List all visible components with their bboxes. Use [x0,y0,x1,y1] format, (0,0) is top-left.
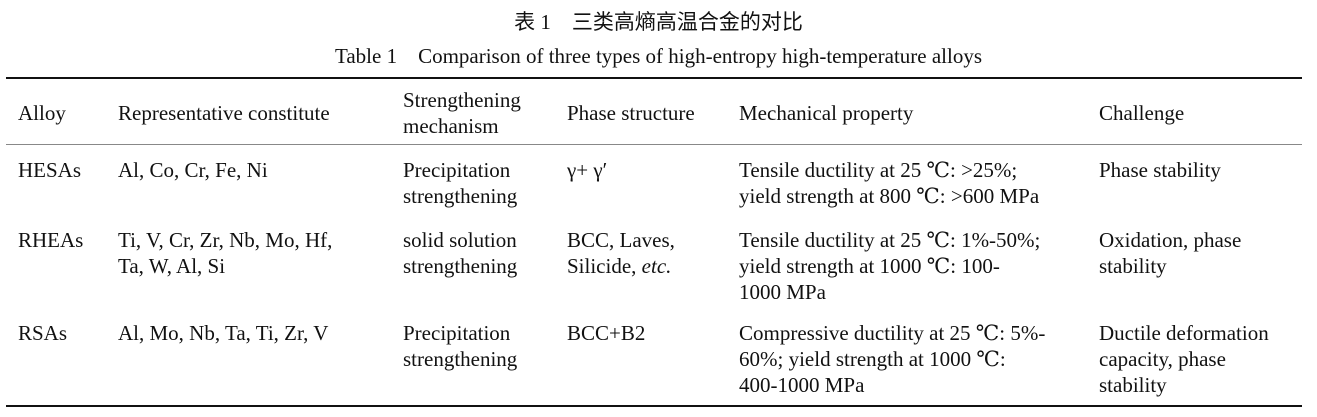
cell-line: Al, Co, Cr, Fe, Ni [118,158,268,182]
cell-line: Phase stability [1099,158,1221,182]
cell-line: Precipitation [403,321,511,345]
cell-challenge: Oxidation, phase stability [1099,227,1241,279]
cell-line: BCC, Laves, [567,228,675,252]
cell-line: strengthening [403,254,518,278]
cell-strengthening-mechanism: Precipitation strengthening [403,157,517,209]
cell-line: RSAs [18,321,68,345]
cell-alloy: HESAs [18,157,81,183]
cell-line: BCC+B2 [567,321,646,345]
cell-mechanical-property: Tensile ductility at 25 ℃: 1%-50%; yield … [739,227,1040,305]
table-caption-english: Table 1 Comparison of three types of hig… [334,44,983,68]
cell-line: Alloy [18,101,66,125]
cell-line: Ta, W, Al, Si [118,254,226,278]
cell-line: Challenge [1099,101,1185,125]
header-mechanical-property: Mechanical property [739,100,913,126]
cell-phase-structure: BCC, Laves, Silicide, etc. [567,227,675,279]
cell-line: Tensile ductility at 25 ℃: 1%-50%; [739,228,1041,252]
cell-line: Ti, V, Cr, Zr, Nb, Mo, Hf, [118,228,333,252]
cell-representative-constitute: Ti, V, Cr, Zr, Nb, Mo, Hf, Ta, W, Al, Si [118,227,332,279]
cell-line: 400-1000 MPa [739,373,865,397]
cell-line: Phase structure [567,101,695,125]
cell-strengthening-mechanism: Precipitation strengthening [403,320,517,372]
cell-phase-structure: γ+ γ′ [567,157,607,183]
cell-line: HESAs [18,158,82,182]
cell-mechanical-property: Compressive ductility at 25 ℃: 5%- 60%; y… [739,320,1045,398]
bottom-rule [6,405,1302,407]
cell-line: Al, Mo, Nb, Ta, Ti, Zr, V [118,321,329,345]
cell-line: strengthening [403,184,518,208]
header-rule [6,144,1302,145]
cell-line: RHEAs [18,228,84,252]
cell-line: Ductile deformation [1099,321,1269,345]
cell-alloy: RSAs [18,320,67,346]
header-alloy: Alloy [18,100,66,126]
cell-line: Silicide, etc. [567,254,672,278]
cell-line: Mechanical property [739,101,914,125]
cell-representative-constitute: Al, Co, Cr, Fe, Ni [118,157,268,183]
cell-line: Precipitation [403,158,511,182]
top-rule [6,77,1302,79]
cell-line: Oxidation, phase [1099,228,1242,252]
cell-alloy: RHEAs [18,227,83,253]
cell-line: stability [1099,373,1167,397]
header-challenge: Challenge [1099,100,1184,126]
cell-representative-constitute: Al, Mo, Nb, Ta, Ti, Zr, V [118,320,328,346]
cell-mechanical-property: Tensile ductility at 25 ℃: >25%; yield st… [739,157,1039,209]
cell-line: Strengthening [403,88,521,112]
cell-line: Tensile ductility at 25 ℃: >25%; [739,158,1018,182]
header-strengthening-mechanism: Strengthening mechanism [403,87,521,139]
table-caption-chinese: 表 1 三类高熵高温合金的对比 [514,10,803,34]
header-phase-structure: Phase structure [567,100,695,126]
cell-line: mechanism [403,114,499,138]
cell-line: capacity, phase [1099,347,1226,371]
cell-line: strengthening [403,347,518,371]
cell-line: Compressive ductility at 25 ℃: 5%- [739,321,1046,345]
cell-line: yield strength at 800 ℃: >600 MPa [739,184,1040,208]
cell-line: stability [1099,254,1167,278]
cell-challenge: Ductile deformation capacity, phase stabil… [1099,320,1269,398]
cell-line: 1000 MPa [739,280,826,304]
cell-phase-structure: BCC+B2 [567,320,645,346]
cell-line: 60%; yield strength at 1000 ℃: [739,347,1006,371]
cell-line: γ+ γ′ [567,158,608,182]
cell-line: solid solution [403,228,517,252]
header-representative-constitute: Representative constitute [118,100,330,126]
cell-line: Representative constitute [118,101,330,125]
cell-challenge: Phase stability [1099,157,1221,183]
cell-strengthening-mechanism: solid solution strengthening [403,227,517,279]
cell-line: yield strength at 1000 ℃: 100- [739,254,1000,278]
